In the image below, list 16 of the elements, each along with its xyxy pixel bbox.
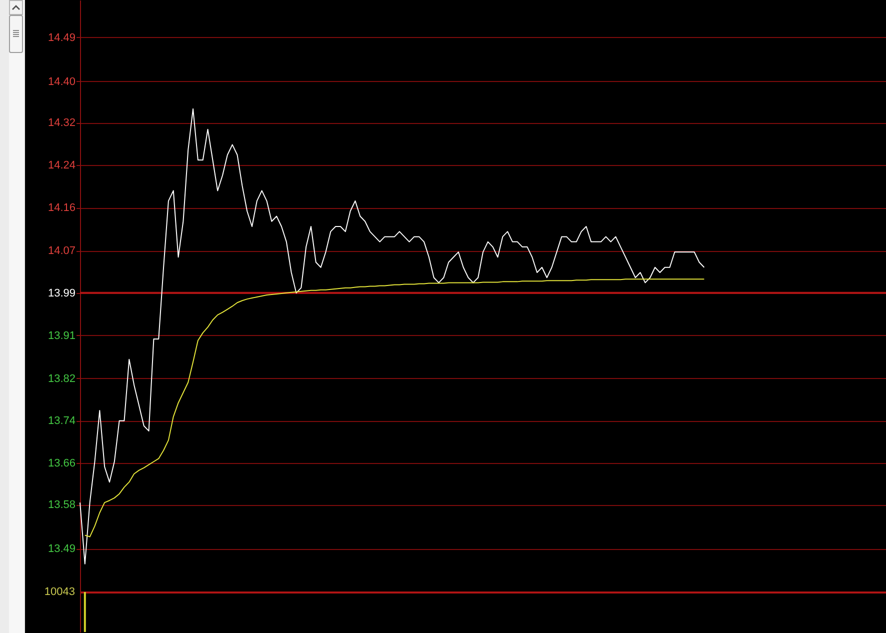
y-tick-label: 13.99: [48, 287, 76, 300]
y-tick-label: 14.07: [48, 245, 76, 257]
y-tick-label: 13.66: [48, 458, 76, 470]
y-tick-label: 14.49: [48, 32, 76, 44]
y-tick-label: 14.32: [48, 117, 76, 130]
y-tick-label: 13.82: [48, 372, 76, 385]
y-tick-label: 14.40: [48, 76, 76, 88]
text: 10043: [44, 586, 75, 598]
line-series: [80, 108, 705, 564]
y-tick-label: 13.58: [48, 499, 76, 512]
y-tick-label: 13.91: [48, 330, 76, 342]
y-tick-label: 13.74: [48, 415, 76, 428]
y-tick-label: 14.16: [48, 202, 76, 214]
line-series: [84, 278, 705, 538]
y-tick-label: 13.49: [48, 543, 76, 556]
y-tick-label: 14.24: [48, 160, 76, 172]
